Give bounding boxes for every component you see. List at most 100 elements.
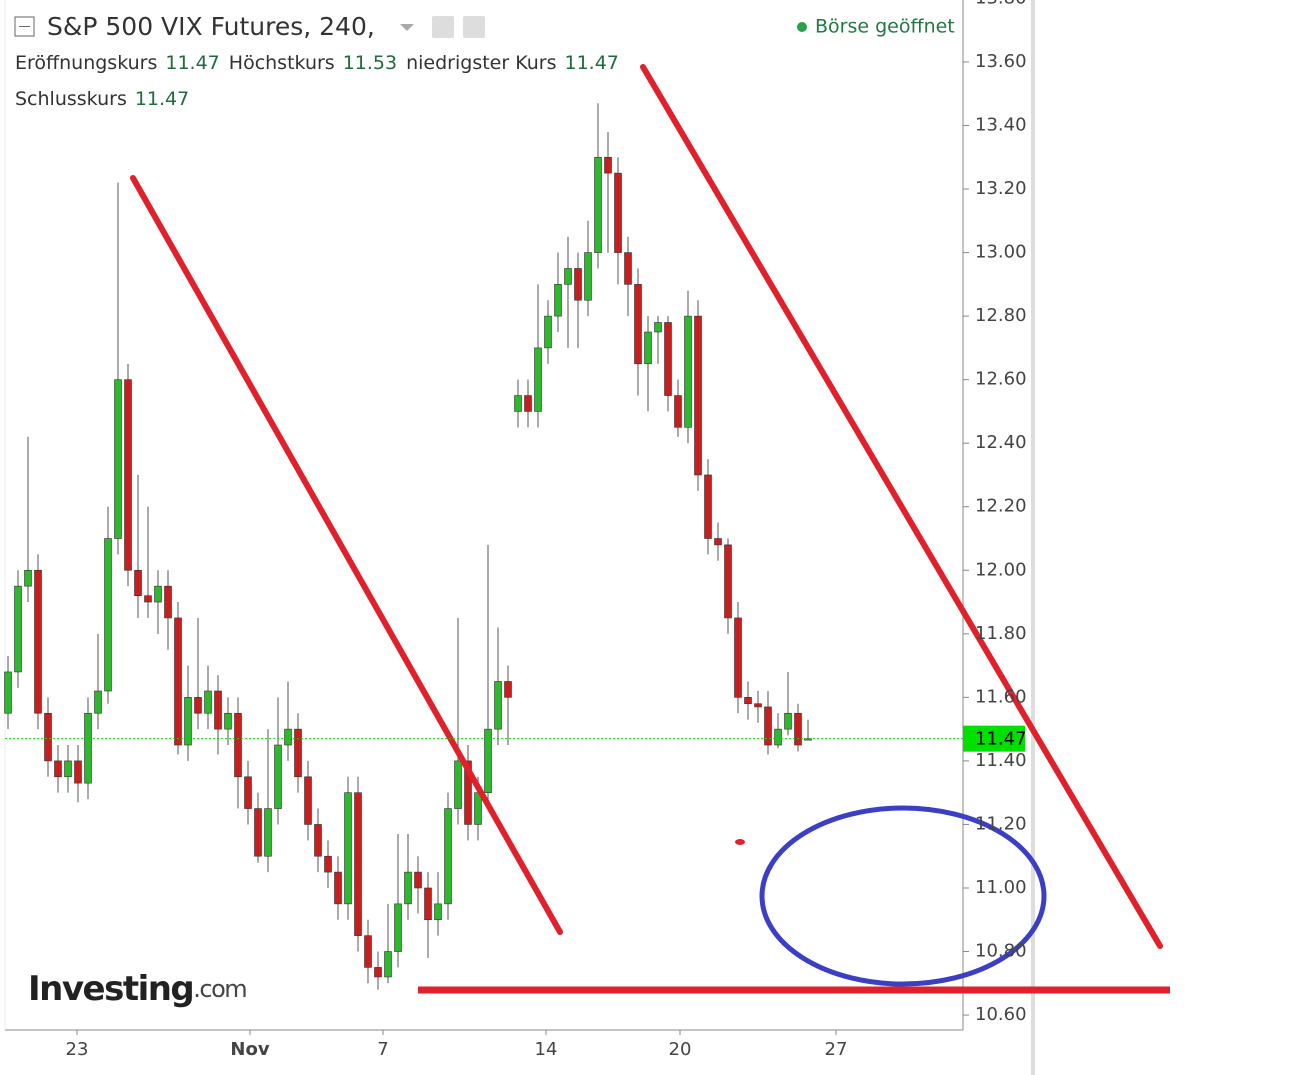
candle-body (484, 728, 492, 793)
candle-body (4, 671, 12, 714)
candle-body (354, 792, 362, 936)
logo: Investing.com (28, 969, 246, 1009)
candle-body (174, 617, 182, 746)
ohlc-value: 11.47 (564, 52, 619, 74)
candle-body (494, 681, 502, 730)
eye-icon[interactable] (432, 16, 454, 38)
candle-body (124, 379, 132, 571)
candle-body (584, 252, 592, 301)
candle-body (364, 935, 372, 968)
candle-body (434, 903, 442, 921)
dropdown[interactable] (400, 24, 414, 31)
candle-body (204, 690, 212, 714)
dot (735, 839, 745, 845)
y-tick-label: 13.40 (975, 114, 1027, 135)
y-tick-label: 11.00 (975, 877, 1027, 898)
y-tick-label: 11.20 (975, 813, 1027, 834)
y-tick-label: 11.40 (975, 750, 1027, 771)
candle-body (644, 331, 652, 365)
x-tick-label: 20 (669, 1039, 692, 1060)
candle-body (624, 252, 632, 285)
x-tick-label: 14 (535, 1039, 558, 1060)
candle-body (524, 395, 532, 412)
header-icons (14, 16, 807, 38)
trend-line (640, 64, 1163, 949)
candle-body (574, 268, 582, 301)
candle-body (224, 712, 232, 730)
ohlc-value: 11.47 (165, 52, 220, 74)
candle-body (34, 569, 42, 714)
candle-body (504, 681, 512, 698)
settings-icon[interactable] (463, 16, 485, 38)
candle-body (54, 760, 62, 778)
candle-body (564, 268, 572, 285)
candle-body (744, 697, 752, 705)
last-price-box (963, 725, 1025, 752)
candle-body (294, 728, 302, 778)
candle-body (154, 585, 162, 603)
x-tick-label: 23 (66, 1039, 89, 1060)
logo-main: Investing (28, 969, 193, 1009)
candle-body (604, 156, 612, 174)
candle-body (234, 712, 242, 778)
y-tick-label: 10.80 (975, 941, 1027, 962)
candle-body (514, 395, 522, 412)
candle-body (764, 706, 772, 746)
candle-body (614, 172, 622, 253)
circle (759, 805, 1047, 987)
ohlc-label: Eröffnungskurs (15, 52, 158, 74)
ohlc-value: 11.47 (134, 88, 190, 110)
candle-body (314, 824, 322, 857)
candle-body (424, 887, 432, 921)
candle-body (404, 871, 412, 905)
candle-body (724, 544, 732, 619)
candle-body (664, 322, 672, 396)
candle-body (24, 569, 32, 587)
candle-body (64, 760, 72, 778)
candle-body (534, 347, 542, 412)
y-tick-label: 12.60 (975, 369, 1027, 390)
candle-body (454, 760, 462, 809)
y-tick-label: 12.00 (975, 559, 1027, 580)
candle-body (394, 903, 402, 952)
candle-body (244, 776, 252, 809)
candle-body (264, 808, 272, 857)
y-tick-label: 13.60 (975, 51, 1027, 72)
candle-body (774, 728, 782, 746)
y-tick-label: 13.20 (975, 178, 1027, 199)
ohlc-row: Schlusskurs 11.47 (15, 88, 198, 110)
collapse-icon[interactable] (14, 16, 35, 37)
chart-title: S&P 500 VIX Futures, 240, (47, 12, 375, 41)
candle-body (804, 738, 812, 741)
ohlc-row: Eröffnungskurs 11.47 Höchstkurs 11.53 niedri… (15, 52, 628, 74)
candle-body (754, 703, 762, 708)
x-tick-label: Nov (230, 1039, 269, 1060)
candle-body (654, 322, 662, 333)
candle-body (324, 855, 332, 873)
candle-body (104, 538, 112, 692)
candle-body (214, 690, 222, 730)
candle-body (284, 728, 292, 746)
y-tick-label: 12.40 (975, 432, 1027, 453)
y-tick-label: 11.60 (975, 686, 1027, 707)
candle-body (674, 395, 682, 428)
candle-body (134, 569, 142, 596)
y-tick-label: 11.80 (975, 623, 1027, 644)
candle-body (734, 617, 742, 698)
trend-line (130, 175, 563, 935)
candle-body (714, 538, 722, 546)
candle-body (794, 712, 802, 746)
candle-body (334, 871, 342, 905)
candle-body (84, 712, 92, 784)
status-dot (797, 22, 807, 32)
candle-body (184, 697, 192, 746)
plot (4, 103, 812, 990)
x-tick-label: 27 (825, 1039, 848, 1060)
y-tick-label: 12.20 (975, 496, 1027, 517)
candle-body (634, 284, 642, 365)
candle-body (274, 744, 282, 809)
y-tick-label: 12.80 (975, 305, 1027, 326)
candle-body (384, 951, 392, 978)
drawings (130, 64, 1170, 994)
